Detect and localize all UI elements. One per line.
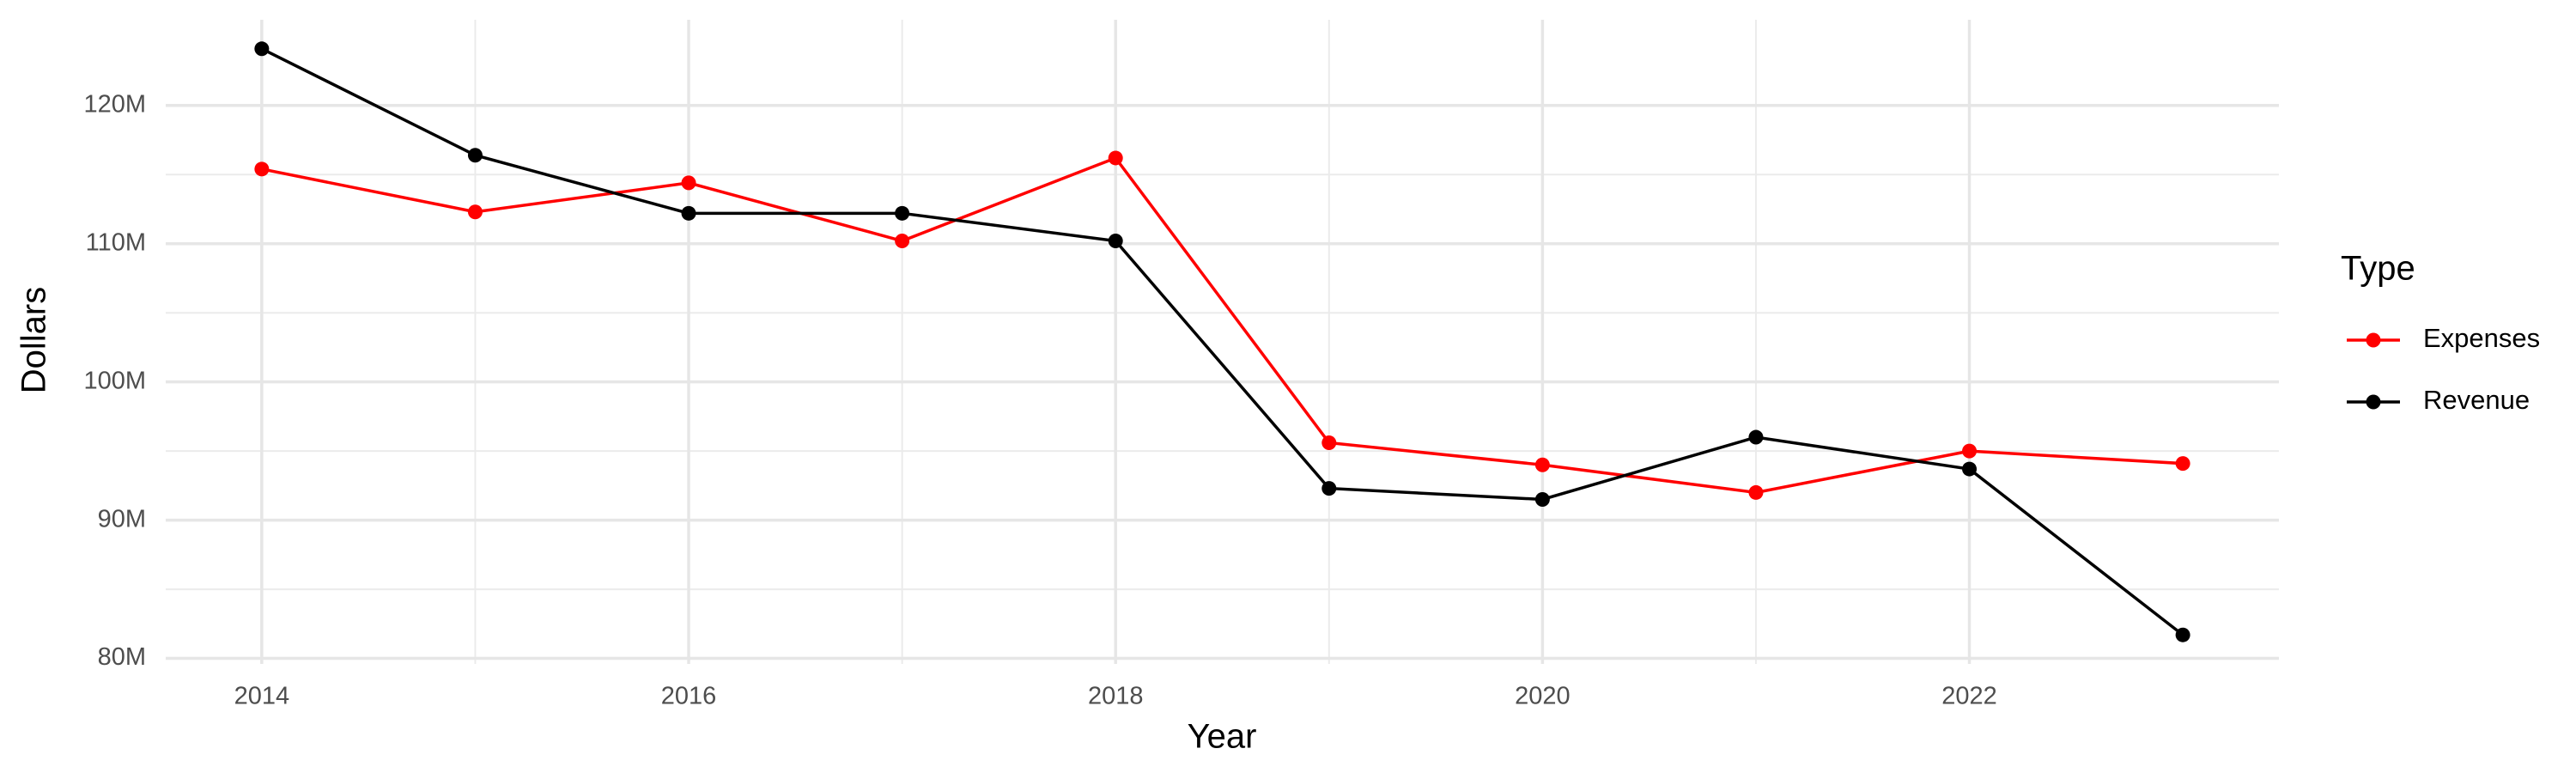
x-tick-label: 2020 bbox=[1515, 683, 1571, 710]
series-line bbox=[261, 47, 2184, 636]
series-line bbox=[261, 155, 2184, 495]
y-tick-label: 110M bbox=[86, 228, 146, 256]
y-tick-label: 80M bbox=[98, 643, 146, 671]
y-tick-label: 90M bbox=[98, 505, 146, 533]
data-point bbox=[1534, 491, 1550, 507]
grid bbox=[166, 20, 2279, 664]
legend-label: Revenue bbox=[2423, 385, 2530, 415]
x-tick-label: 2014 bbox=[234, 683, 290, 710]
data-point bbox=[1108, 150, 1123, 166]
data-point bbox=[1748, 429, 1764, 445]
data-point bbox=[254, 41, 270, 57]
data-point bbox=[1534, 457, 1550, 472]
data-point bbox=[1962, 461, 1978, 477]
data-point bbox=[1108, 234, 1123, 249]
x-axis-title: Year bbox=[1188, 718, 1257, 756]
data-point bbox=[2175, 627, 2190, 642]
data-point bbox=[895, 234, 910, 249]
data-point bbox=[1962, 443, 1978, 459]
legend-label: Expenses bbox=[2423, 323, 2540, 353]
data-point bbox=[681, 175, 696, 191]
y-axis-title: Dollars bbox=[15, 287, 53, 393]
legend-title: Type bbox=[2341, 250, 2415, 288]
data-point bbox=[1321, 435, 1337, 450]
data-point bbox=[2175, 456, 2190, 472]
x-tick-label: 2016 bbox=[661, 683, 717, 710]
data-point bbox=[467, 204, 483, 220]
data-point bbox=[1321, 481, 1337, 496]
data-point bbox=[895, 205, 910, 221]
legend-key-point bbox=[2366, 394, 2381, 410]
y-tick-label: 120M bbox=[83, 90, 146, 118]
legend-key-point bbox=[2366, 332, 2381, 348]
data-point bbox=[254, 161, 270, 177]
data-point bbox=[467, 148, 483, 163]
data-point bbox=[1748, 484, 1764, 500]
x-tick-label: 2018 bbox=[1088, 683, 1144, 710]
y-tick-label: 100M bbox=[83, 367, 146, 394]
data-point bbox=[681, 205, 696, 221]
x-tick-label: 2022 bbox=[1941, 683, 1997, 710]
